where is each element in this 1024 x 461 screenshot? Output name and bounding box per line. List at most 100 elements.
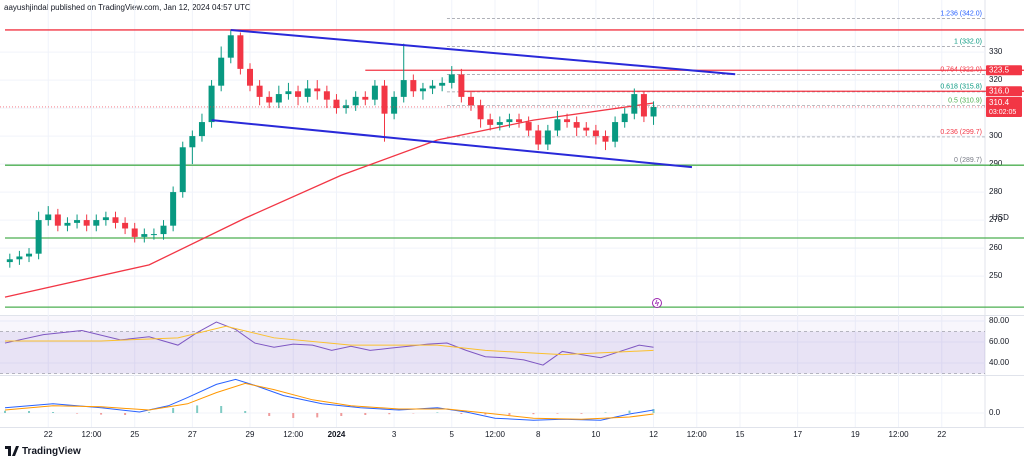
candle-body [439,82,446,86]
candle-body [621,113,628,123]
candle-body [448,74,455,83]
x-tick-label: 12:00 [283,430,304,439]
macd-histogram-bar [28,411,31,413]
brand: TradingView [22,446,81,457]
candle-body [352,96,359,106]
y-tick-label: 290 [989,159,1003,168]
candle-body [295,91,302,97]
y-tick-label: 270 [989,215,1003,224]
candle-body [516,119,523,123]
y-tick-label: 250 [989,271,1003,280]
countdown: 03:02:05 [989,109,1016,116]
macd-histogram-bar [484,413,487,415]
candle-body [323,91,330,100]
candle-body [535,130,542,145]
candle-body [45,214,52,221]
candle-body [150,234,157,236]
candle-body [189,136,196,148]
candle-body [477,105,484,120]
ema-line [4,102,654,298]
candle-body [410,80,417,92]
last-price-tag [986,96,1022,117]
y-tick-label: 0.0 [989,408,1001,417]
candle-body [83,220,90,226]
candle-body [381,85,388,114]
candle-body [26,253,33,257]
candle-body [218,57,225,86]
y-axis-label: USD [992,213,1009,222]
candle-body [564,119,571,123]
macd-histogram-bar [172,408,175,413]
candle-body [429,85,436,89]
candle-body [640,94,647,117]
candle-body [237,35,244,69]
candle-body [419,88,426,92]
price-tag [986,65,1022,76]
macd-histogram-bar [316,413,319,418]
y-tick-label: 60.00 [989,337,1010,346]
macd-histogram-bar [220,406,223,413]
macd-histogram-bar [4,410,6,413]
candle-body [160,225,167,235]
macd-histogram-bar [604,412,607,413]
last-price-label: 310.4 [989,98,1010,107]
fib-label: 1 (332.0) [954,38,982,45]
rsi-line [5,325,654,356]
candle-body [208,85,215,123]
logo: TradingView [5,446,81,457]
candle-body [93,220,100,226]
macd-histogram-bar [628,410,631,413]
x-tick-label: 12:00 [687,430,708,439]
macd-histogram-bar [580,413,583,414]
macd-histogram-bar [124,413,127,415]
x-tick-label: 17 [793,430,802,439]
rsi-band [0,331,985,374]
price-tag [986,86,1022,97]
y-tick-label: 320 [989,75,1003,84]
candle-body [6,259,13,263]
candle-body [170,192,177,226]
logo-mark [5,446,19,456]
candle-body [35,220,42,254]
y-tick-label: 40.00 [989,358,1010,367]
macd-histogram-bar [52,412,55,413]
candle-body [371,85,378,100]
trend-line [211,119,693,169]
x-tick-label: 15 [736,430,745,439]
y-tick-label: 280 [989,187,1003,196]
x-tick-label: 12 [649,430,658,439]
candle-body [74,220,81,223]
candle-body [400,80,407,97]
macd-histogram-bar [268,413,271,416]
x-tick-label: 29 [246,430,255,439]
candle-body [467,96,474,106]
rsi-background [0,316,985,374]
candle-body [343,105,350,109]
candle-body [487,119,494,125]
candle-body [631,94,638,114]
candle-body [141,234,148,237]
candle-body [275,94,282,103]
macd-histogram-bar [532,413,535,415]
event-icon-glyph [654,299,660,307]
macd-histogram-bar [340,413,343,416]
candle-body [314,88,321,92]
x-tick-label: 22 [44,430,53,439]
candle-body [304,88,311,97]
candle-body [247,68,253,86]
candle-body [112,217,119,223]
macd-histogram-bar [292,413,295,418]
fib-label: 1.236 (342.0) [940,10,982,17]
candle-body [64,222,71,226]
macd-histogram-bar [508,413,511,415]
x-tick-label: 3 [392,430,397,439]
candle-body [179,147,186,193]
macd-histogram-bar [100,413,103,415]
macd-histogram-bar [652,409,655,413]
price-tag-label: 316.0 [989,86,1010,95]
fib-label: 0 (289.7) [954,157,982,164]
x-tick-label: 12:00 [485,430,506,439]
y-tick-label: 330 [989,47,1003,56]
